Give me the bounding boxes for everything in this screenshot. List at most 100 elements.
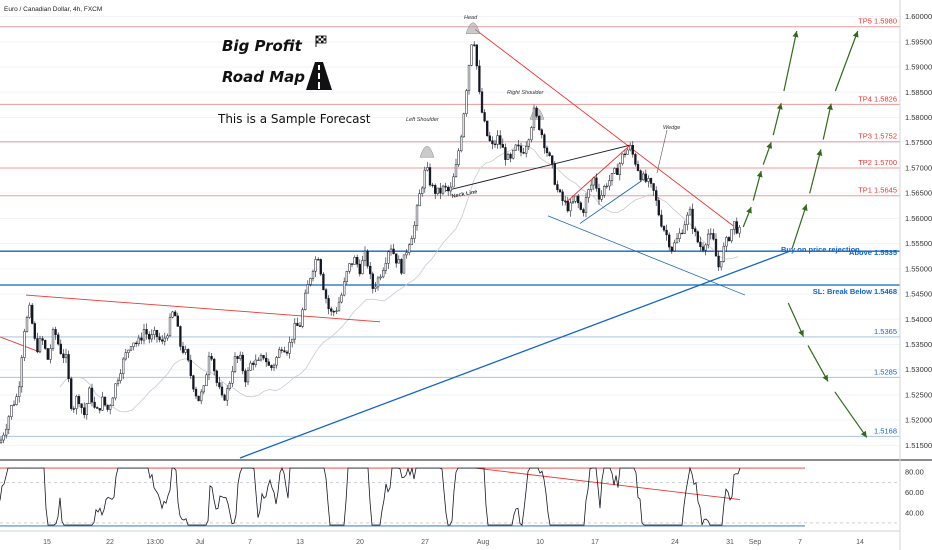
candle-body — [304, 292, 307, 311]
candle-body — [62, 353, 65, 359]
price-tick-label: 1.57000 — [905, 163, 932, 172]
candle-body — [122, 358, 125, 374]
candle-body — [408, 244, 411, 253]
candle-body — [616, 168, 619, 175]
candle-body — [226, 388, 229, 401]
candle-body — [197, 395, 200, 402]
candle-body — [701, 246, 705, 251]
candle-body — [714, 238, 718, 257]
candle-body — [257, 359, 260, 362]
candle-body — [493, 143, 497, 145]
candle-body — [605, 185, 608, 188]
candle-body — [332, 311, 335, 313]
candle-body — [270, 365, 273, 369]
candle-body — [254, 359, 257, 365]
candle-body — [738, 226, 741, 234]
candle-body — [556, 184, 559, 191]
candle-body — [41, 338, 44, 341]
support-level-label: Above 1.5535 — [849, 248, 897, 257]
candle-body — [189, 359, 192, 376]
candle-body — [184, 349, 187, 353]
candle-body — [72, 408, 75, 410]
candle-body — [249, 362, 252, 371]
candle-body — [655, 190, 658, 201]
candle-body — [704, 244, 707, 251]
right-shoulder-label: Right Shoulder — [507, 90, 545, 96]
candle-body — [447, 186, 450, 192]
candle-body — [246, 370, 250, 383]
candle-body — [12, 404, 16, 406]
candle-body — [57, 334, 60, 345]
time-tick-label: 7 — [798, 539, 802, 546]
candle-body — [577, 195, 580, 204]
candle-body — [59, 343, 62, 355]
candle-body — [96, 407, 99, 409]
candle-body — [18, 386, 21, 397]
candle-body — [540, 129, 543, 136]
candle-body — [506, 153, 510, 160]
candle-body — [348, 263, 351, 272]
price-tick-label: 1.53000 — [905, 365, 932, 374]
candle-body — [272, 364, 276, 369]
candle-body — [205, 374, 208, 387]
price-tick-label: 1.55000 — [905, 264, 932, 273]
candle-body — [595, 177, 598, 189]
candle-body — [501, 144, 504, 148]
candle-body — [70, 378, 73, 409]
candle-body — [150, 334, 153, 340]
candle-body — [439, 187, 442, 194]
candle-body — [735, 221, 738, 234]
candle-body — [267, 361, 270, 366]
candle-body — [538, 115, 541, 130]
forecast-arrow-up-1 — [783, 30, 798, 92]
candle-body — [88, 387, 91, 404]
candle-body — [345, 271, 348, 282]
blue-support-trendline — [239, 250, 791, 459]
candle-body — [668, 234, 671, 248]
candle-body — [543, 134, 546, 149]
time-tick-label: 10 — [536, 539, 544, 546]
candle-body — [376, 277, 380, 288]
candle-body — [709, 233, 712, 235]
candle-body — [244, 370, 247, 383]
candle-body — [727, 237, 731, 242]
forecast-arrow-up-1-head — [776, 103, 783, 110]
candle-body — [564, 200, 567, 202]
candle-body — [434, 185, 437, 194]
candle-body — [621, 153, 624, 164]
price-tick-label: 1.55500 — [905, 239, 932, 248]
forecast-arrow-up-2-head — [852, 31, 859, 38]
candle-body — [192, 375, 195, 390]
candle-body — [675, 238, 679, 244]
candle-body — [283, 350, 286, 353]
candle-body — [181, 346, 185, 353]
candle-body — [106, 404, 109, 410]
forecast-arrow-down — [834, 391, 868, 438]
candle-body — [678, 232, 681, 239]
candle-body — [548, 152, 551, 156]
red-trendline-head — [474, 28, 741, 232]
candle-body — [532, 107, 536, 128]
candle-body — [467, 65, 471, 91]
candle-body — [631, 145, 634, 155]
candle-body — [722, 245, 725, 262]
time-tick-label: 17 — [591, 539, 599, 546]
candle-body — [413, 225, 416, 239]
candle-body — [608, 180, 611, 187]
candle-body — [660, 214, 663, 227]
candle-body — [38, 338, 42, 353]
candle-body — [639, 170, 642, 181]
pattern-hump-marker — [465, 22, 481, 34]
candle-body — [553, 163, 556, 185]
candle-body — [278, 349, 281, 358]
candle-body — [343, 281, 346, 296]
candle-body — [262, 355, 265, 359]
candle-body — [405, 252, 408, 256]
candle-body — [558, 189, 562, 193]
candle-body — [571, 201, 575, 204]
candle-body — [174, 311, 177, 317]
candle-body — [457, 150, 460, 166]
candle-body — [90, 387, 94, 403]
